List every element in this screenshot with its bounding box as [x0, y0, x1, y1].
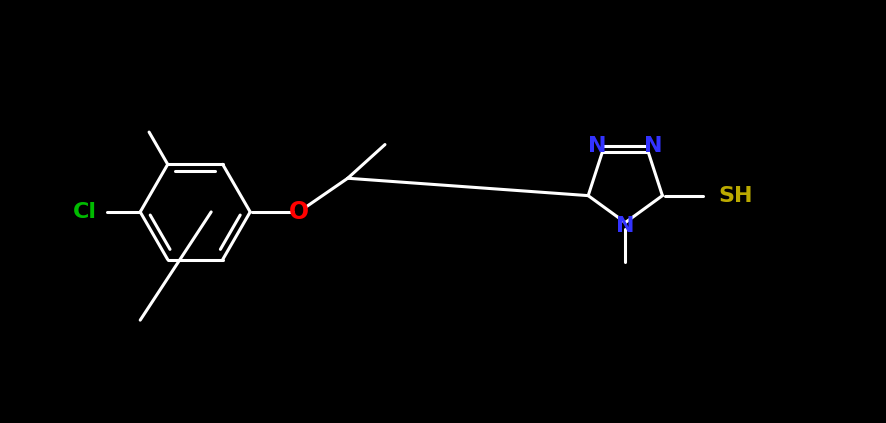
Text: N: N	[643, 136, 662, 156]
Text: N: N	[616, 216, 633, 236]
Text: N: N	[587, 136, 606, 156]
Text: SH: SH	[718, 186, 752, 206]
Text: Cl: Cl	[74, 202, 97, 222]
Text: O: O	[289, 200, 308, 224]
